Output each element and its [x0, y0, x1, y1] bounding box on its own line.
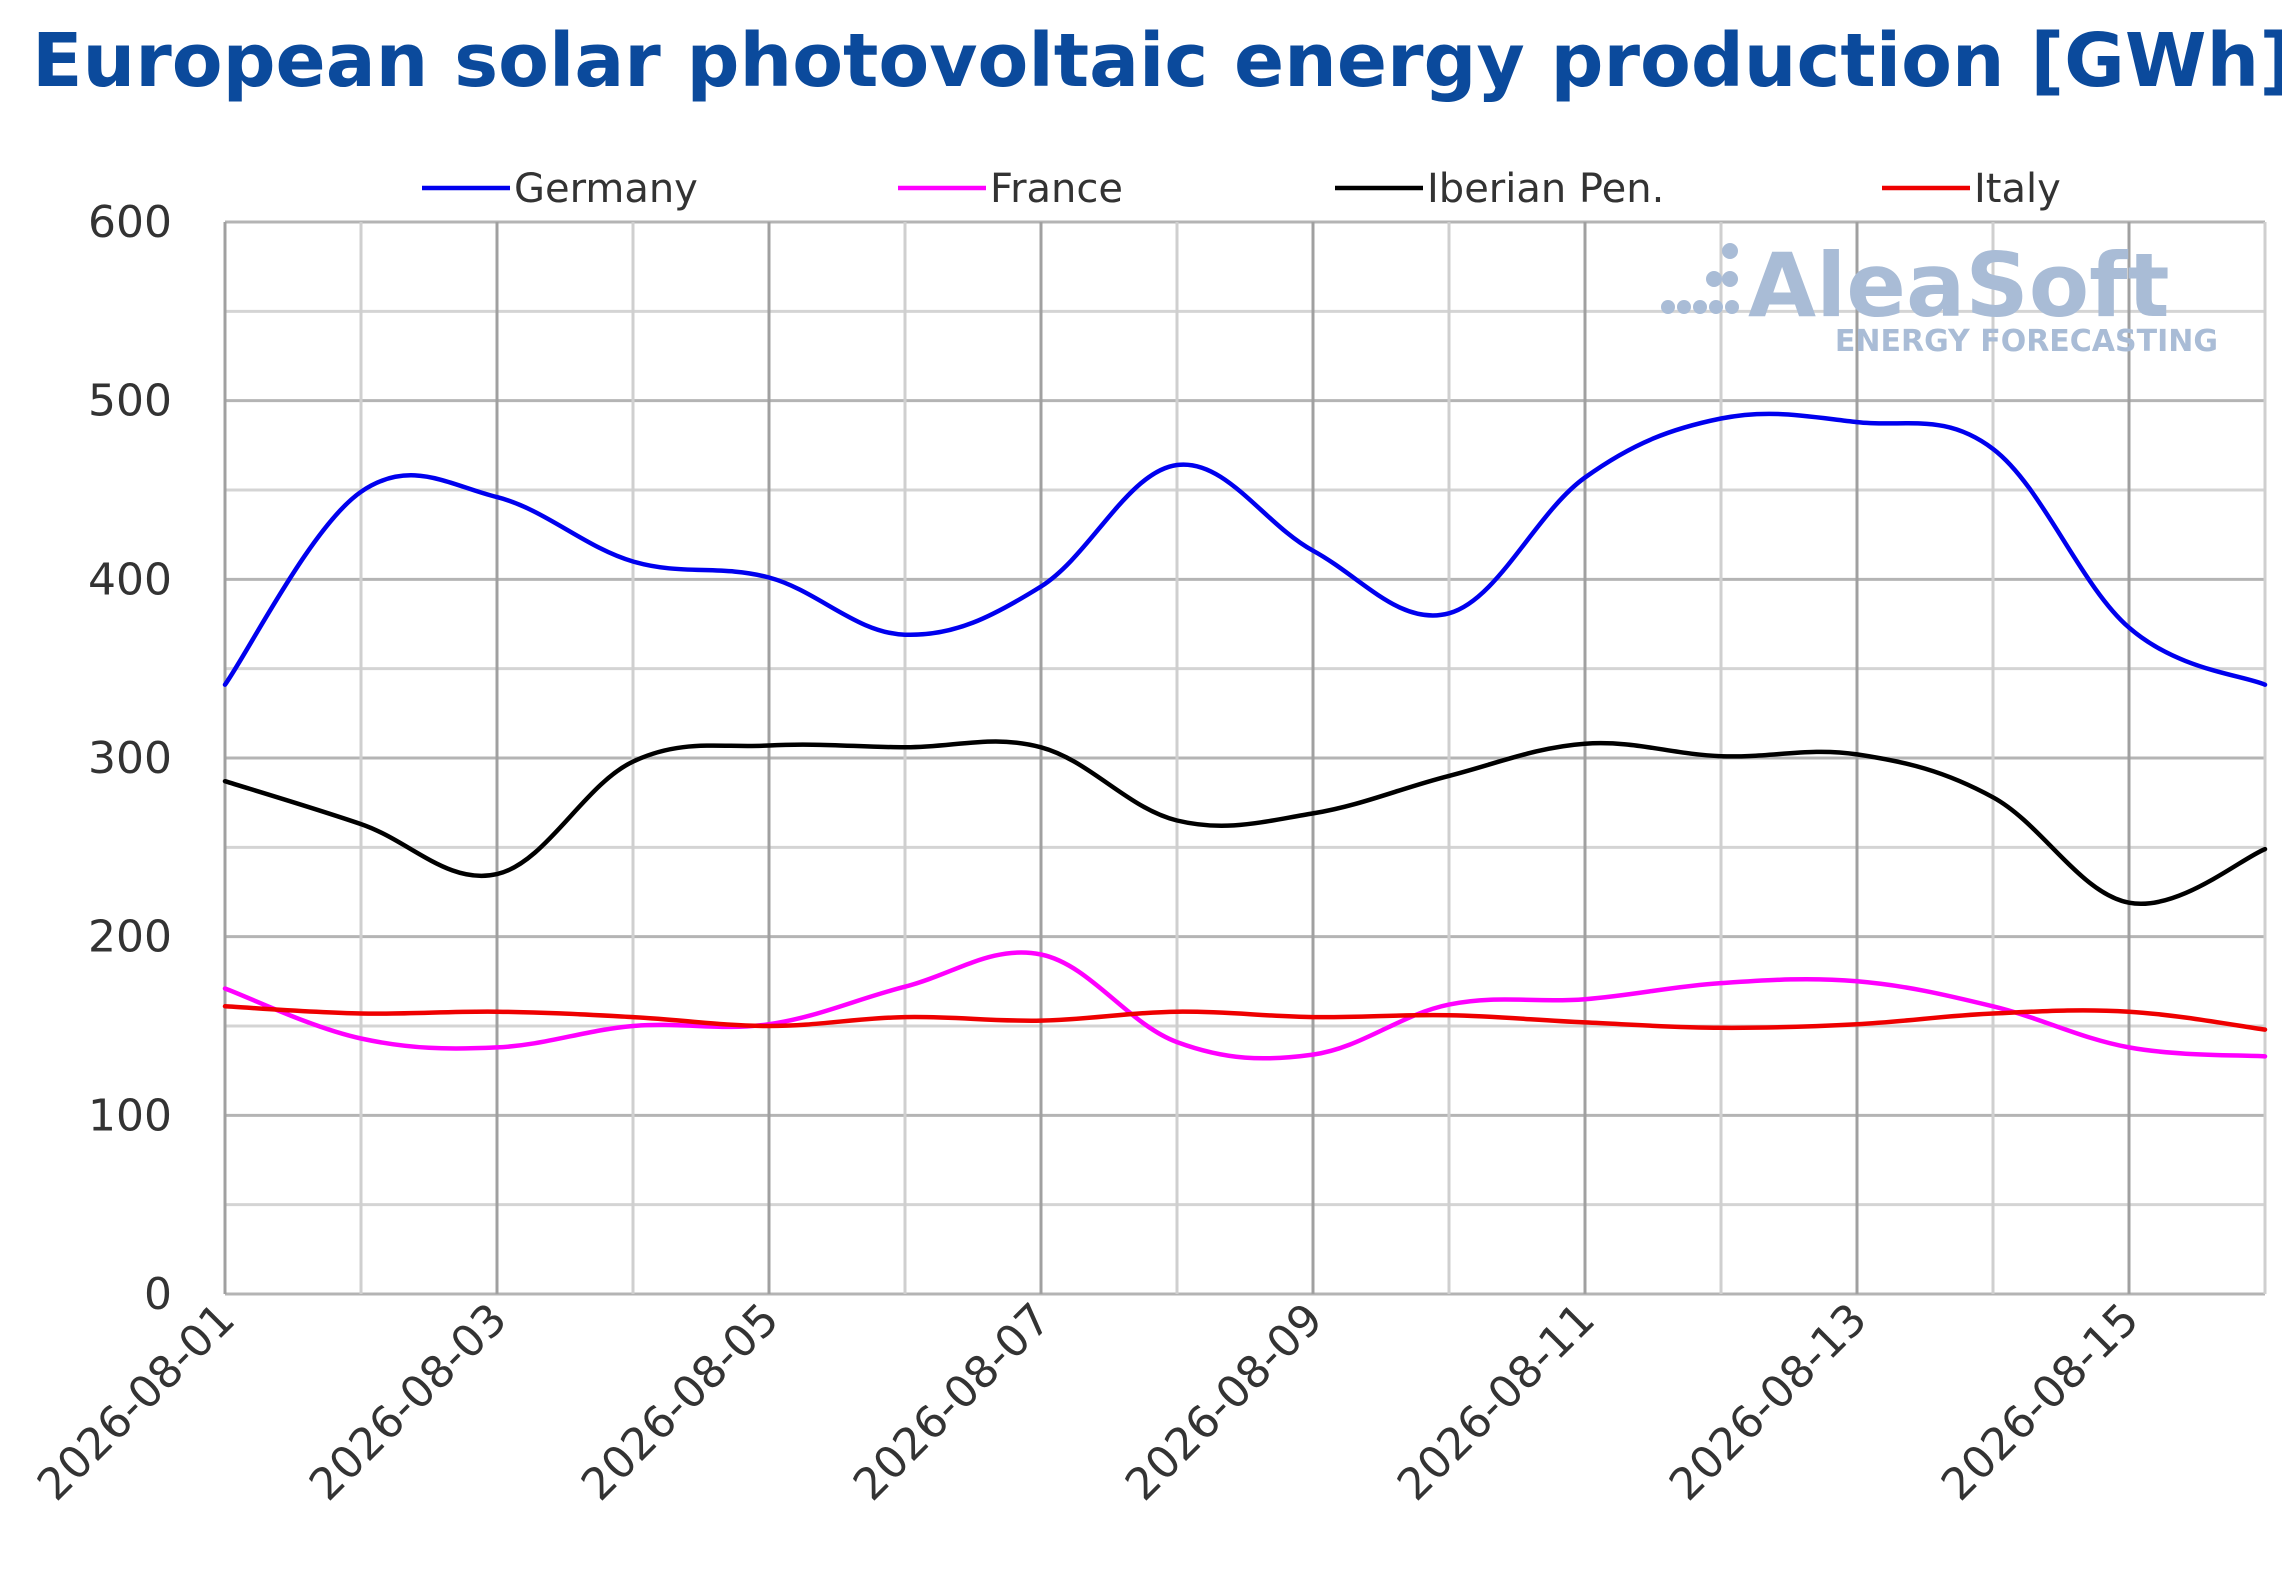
chart-title: European solar photovoltaic energy produ…	[32, 18, 2282, 104]
series-line-italy	[222, 1004, 2268, 1032]
x-tick-label: 2026-08-11	[1388, 1294, 1605, 1511]
x-tick-label: 2026-08-03	[300, 1294, 517, 1511]
aleasoft-watermark: AleaSoft ENERGY FORECASTING	[1661, 234, 2218, 359]
x-tick-label: 2026-08-09	[1116, 1294, 1333, 1511]
y-tick-label: 600	[88, 197, 172, 248]
legend-label-germany: Germany	[514, 166, 698, 212]
watermark-tagline: ENERGY FORECASTING	[1835, 324, 2218, 359]
series-line-iberian-pen	[222, 739, 2268, 907]
x-tick-label: 2026-08-07	[844, 1294, 1061, 1511]
y-tick-label: 300	[88, 733, 172, 784]
x-tick-label: 2026-08-15	[1932, 1294, 2149, 1511]
grid-lines	[223, 220, 2267, 1296]
series-lines	[222, 411, 2268, 1061]
y-tick-label: 200	[88, 912, 172, 963]
series-line-germany	[222, 411, 2268, 687]
legend-label-iberian-pen: Iberian Pen.	[1427, 166, 1664, 212]
legend-label-italy: Italy	[1974, 166, 2061, 212]
x-tick-label: 2026-08-05	[572, 1294, 789, 1511]
x-tick-label: 2026-08-01	[28, 1294, 245, 1511]
legend: Germany France Iberian Pen. Italy	[422, 166, 2061, 212]
series-line-france	[222, 950, 2268, 1061]
x-tick-label: 2026-08-13	[1660, 1294, 1877, 1511]
y-tick-label: 0	[144, 1269, 172, 1320]
y-tick-label: 500	[88, 376, 172, 427]
watermark-brand: AleaSoft	[1748, 234, 2170, 337]
y-tick-label: 100	[88, 1090, 172, 1141]
legend-label-france: France	[990, 166, 1123, 212]
y-tick-label: 400	[88, 554, 172, 605]
logo-dots-icon	[1661, 243, 1739, 314]
x-axis: 2026-08-01 2026-08-03 2026-08-05 2026-08-07…	[28, 1294, 2149, 1511]
y-axis: 0 100 200 300 400 500 600	[88, 197, 172, 1320]
